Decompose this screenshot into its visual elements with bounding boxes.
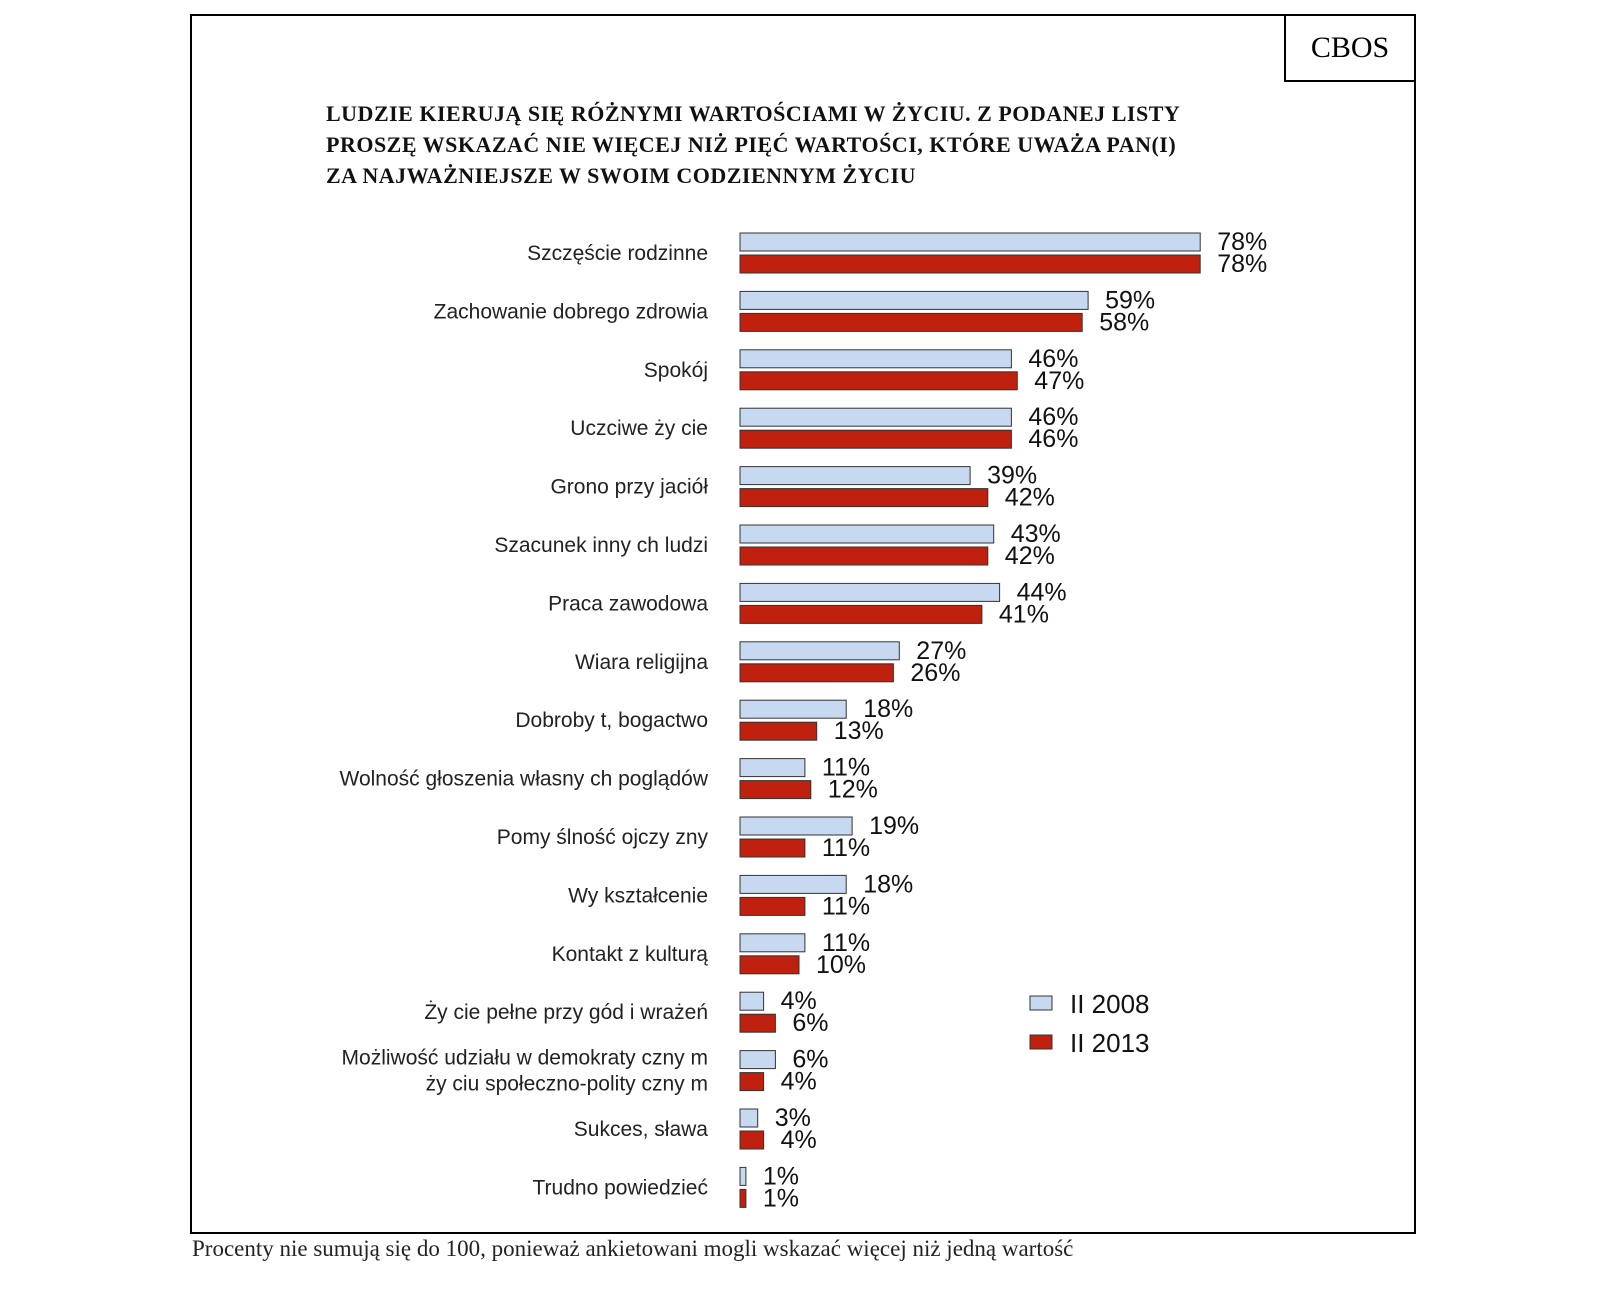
bar-2008 bbox=[739, 1050, 776, 1070]
category-label: Szacunek inny ch ludzi bbox=[494, 534, 708, 557]
value-label: 43% bbox=[1011, 520, 1061, 548]
bar-2008 bbox=[739, 466, 971, 486]
value-label: 78% bbox=[1217, 228, 1267, 256]
category-label: Wy kształcenie bbox=[568, 884, 708, 907]
value-label: 1% bbox=[763, 1184, 799, 1212]
bar-2008 bbox=[739, 874, 847, 894]
value-label: 4% bbox=[781, 987, 817, 1015]
bar-2008 bbox=[739, 699, 847, 719]
value-label: 26% bbox=[910, 659, 960, 687]
value-label: 58% bbox=[1099, 308, 1149, 336]
value-label: 3% bbox=[775, 1104, 811, 1132]
category-label: Trudno powiedzieć bbox=[533, 1176, 709, 1199]
category-label: Ży cie pełne przy gód i wrażeń bbox=[424, 1001, 708, 1024]
value-label: 1% bbox=[763, 1162, 799, 1190]
title-line: PROSZĘ WSKAZAĆ NIE WIĘCEJ NIŻ PIĘĆ WARTO… bbox=[326, 132, 1177, 157]
bar-2008 bbox=[739, 582, 1001, 602]
bar-2008 bbox=[739, 407, 1012, 427]
value-label: 11% bbox=[822, 834, 870, 862]
bar-2013 bbox=[739, 1188, 747, 1208]
category-label: Wolność głoszenia własny ch poglądów bbox=[340, 768, 709, 791]
title-line: ZA NAJWAŻNIEJSZE W SWOIM CODZIENNYM ŻYCI… bbox=[326, 163, 916, 188]
bar-2013 bbox=[739, 488, 989, 508]
bar-2013 bbox=[739, 780, 812, 800]
value-label: 46% bbox=[1028, 345, 1078, 373]
value-label: 27% bbox=[916, 637, 966, 665]
category-label: Kontakt z kulturą bbox=[552, 943, 709, 966]
legend-label: II 2013 bbox=[1070, 1028, 1150, 1058]
bar-2008 bbox=[739, 933, 806, 953]
bar-2013 bbox=[739, 312, 1083, 332]
footnote: Procenty nie sumują się do 100, ponieważ… bbox=[192, 1236, 1074, 1261]
bar-2008 bbox=[739, 349, 1012, 369]
legend-swatch bbox=[1029, 1034, 1053, 1050]
bar-2013 bbox=[739, 254, 1201, 274]
bar-2008 bbox=[739, 758, 806, 778]
value-label: 11% bbox=[822, 929, 870, 957]
value-label: 19% bbox=[869, 812, 919, 840]
value-label: 10% bbox=[816, 951, 866, 979]
category-label: Dobroby t, bogactwo bbox=[515, 709, 708, 732]
bar-2008 bbox=[739, 1108, 759, 1128]
value-label: 47% bbox=[1034, 367, 1084, 395]
chart-frame: CBOS LUDZIE KIERUJĄ SIĘ RÓŻNYMI WARTOŚCI… bbox=[190, 14, 1416, 1234]
source-badge: CBOS bbox=[1284, 14, 1416, 82]
value-label: 6% bbox=[792, 1009, 828, 1037]
category-label: ży ciu społeczno-polity czny m bbox=[426, 1073, 708, 1096]
value-label: 59% bbox=[1105, 286, 1155, 314]
legend-label: II 2008 bbox=[1070, 989, 1150, 1019]
bar-2008 bbox=[739, 991, 765, 1011]
legend-swatch bbox=[1029, 995, 1053, 1011]
bar-2013 bbox=[739, 546, 989, 566]
value-label: 44% bbox=[1017, 578, 1067, 606]
category-label: Praca zawodowa bbox=[548, 592, 708, 615]
value-label: 11% bbox=[822, 754, 870, 782]
value-label: 4% bbox=[781, 1068, 817, 1096]
bar-2008 bbox=[739, 1166, 747, 1186]
value-label: 78% bbox=[1217, 250, 1267, 278]
bar-2008 bbox=[739, 524, 995, 544]
bar-2013 bbox=[739, 955, 800, 975]
category-label: Wiara religijna bbox=[575, 651, 708, 674]
value-label: 42% bbox=[1005, 484, 1055, 512]
bar-2013 bbox=[739, 896, 806, 916]
category-label: Uczciwe ży cie bbox=[570, 417, 708, 440]
value-label: 4% bbox=[781, 1126, 817, 1154]
value-label: 41% bbox=[999, 600, 1049, 628]
value-label: 42% bbox=[1005, 542, 1055, 570]
category-label: Szczęście rodzinne bbox=[527, 242, 708, 265]
chart-title: LUDZIE KIERUJĄ SIĘ RÓŻNYMI WARTOŚCIAMI W… bbox=[326, 98, 1306, 191]
bar-2013 bbox=[739, 1072, 765, 1092]
bar-2013 bbox=[739, 838, 806, 858]
bar-2008 bbox=[739, 816, 853, 836]
bar-2013 bbox=[739, 1013, 776, 1033]
title-line: LUDZIE KIERUJĄ SIĘ RÓŻNYMI WARTOŚCIAMI W… bbox=[326, 101, 1181, 126]
bar-2008 bbox=[739, 290, 1089, 310]
bar-2013 bbox=[739, 371, 1018, 391]
value-label: 39% bbox=[987, 462, 1037, 490]
value-label: 46% bbox=[1028, 403, 1078, 431]
category-label: Pomy ślność ojczy zny bbox=[497, 826, 709, 849]
category-label: Grono przy jaciół bbox=[550, 476, 708, 499]
bar-2008 bbox=[739, 641, 900, 661]
bar-2008 bbox=[739, 232, 1201, 252]
category-label: Zachowanie dobrego zdrowia bbox=[434, 300, 709, 323]
bar-2013 bbox=[739, 663, 894, 683]
value-label: 6% bbox=[792, 1046, 828, 1074]
value-label: 18% bbox=[863, 695, 913, 723]
value-label: 13% bbox=[834, 717, 884, 745]
category-label: Możliwość udziału w demokraty czny m bbox=[342, 1047, 708, 1070]
value-label: 11% bbox=[822, 892, 870, 920]
value-label: 46% bbox=[1028, 425, 1078, 453]
value-label: 12% bbox=[828, 776, 878, 804]
category-label: Spokój bbox=[644, 359, 708, 382]
bar-2013 bbox=[739, 1130, 765, 1150]
value-label: 18% bbox=[863, 870, 913, 898]
bar-2013 bbox=[739, 429, 1012, 449]
category-label: Sukces, sława bbox=[574, 1118, 709, 1141]
bar-2013 bbox=[739, 721, 818, 741]
bar-2013 bbox=[739, 604, 983, 624]
